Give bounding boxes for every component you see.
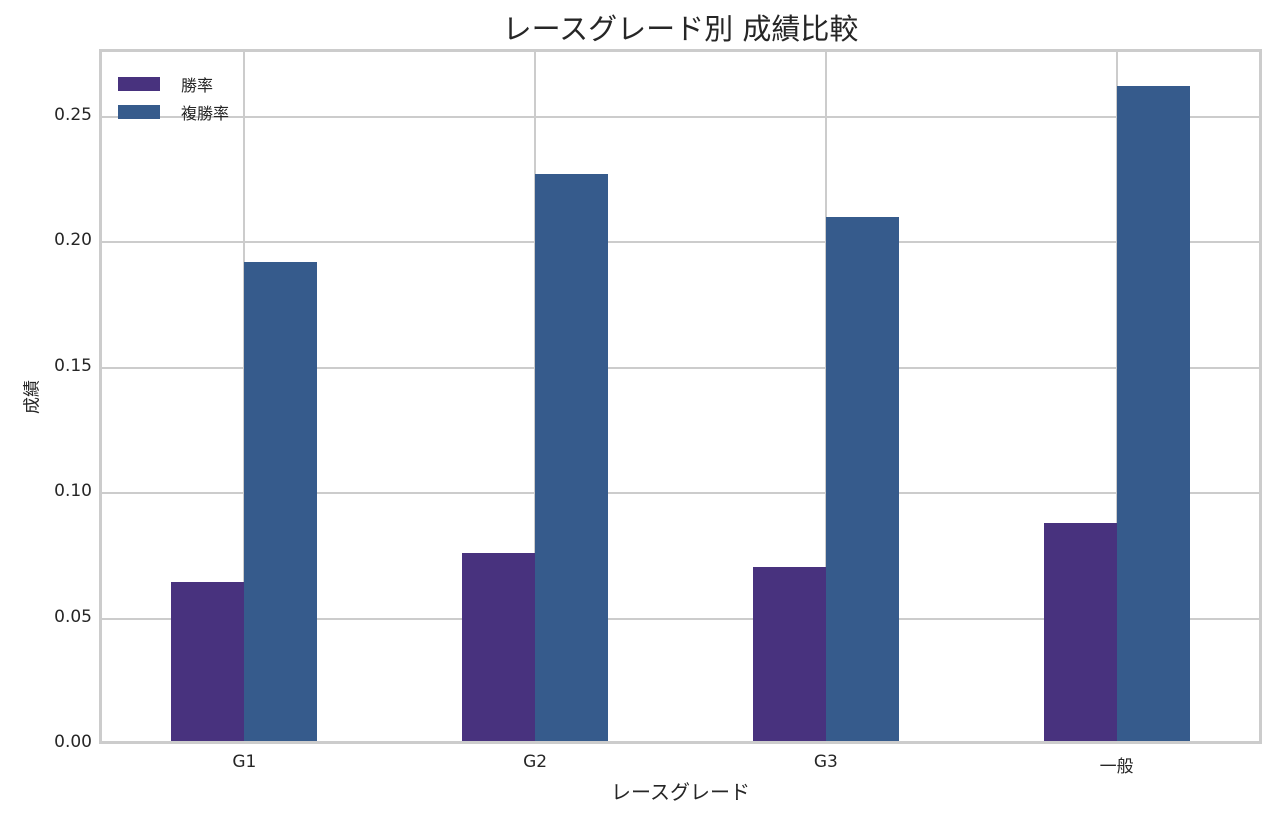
x-tick-label: G1 — [232, 752, 257, 772]
x-axis-label: レースグレード — [611, 780, 750, 804]
y-axis-label: 成績 — [22, 380, 43, 414]
legend-swatch — [118, 105, 160, 119]
plot-area — [99, 49, 1262, 744]
bar-win-rate-4 — [1043, 523, 1117, 741]
legend-swatch — [118, 77, 160, 91]
y-tick-label: 0.20 — [54, 230, 92, 251]
y-tick-label: 0.05 — [54, 606, 92, 627]
y-tick-label: 0.25 — [54, 104, 92, 125]
legend-label: 勝率 — [181, 76, 214, 95]
y-tick-label: 0.00 — [54, 732, 92, 752]
bar-place-rate-4 — [1116, 86, 1190, 741]
gridline-horizontal — [102, 241, 1259, 244]
legend: 勝率 複勝率 — [118, 70, 229, 126]
gridline-horizontal — [102, 492, 1259, 495]
gridline-horizontal — [102, 366, 1259, 369]
bar-win-rate-1 — [171, 581, 245, 741]
legend-label: 複勝率 — [181, 104, 230, 123]
bar-win-rate-3 — [752, 567, 826, 741]
x-tick-label: G2 — [523, 752, 548, 772]
x-tick-label: G3 — [813, 752, 838, 772]
y-tick-label: 0.15 — [54, 355, 92, 376]
bar-place-rate-1 — [244, 261, 318, 741]
legend-item-place-rate: 複勝率 — [118, 98, 229, 126]
gridline-horizontal — [102, 115, 1259, 118]
x-tick-label: 一般 — [1099, 757, 1134, 777]
bar-win-rate-2 — [462, 552, 536, 741]
legend-item-win-rate: 勝率 — [118, 70, 229, 98]
bar-place-rate-2 — [535, 173, 609, 741]
y-tick-label: 0.10 — [54, 481, 92, 502]
bar-place-rate-3 — [825, 216, 899, 741]
gridline-horizontal — [102, 617, 1259, 620]
chart-title: レースグレード別 成績比較 — [502, 12, 859, 46]
